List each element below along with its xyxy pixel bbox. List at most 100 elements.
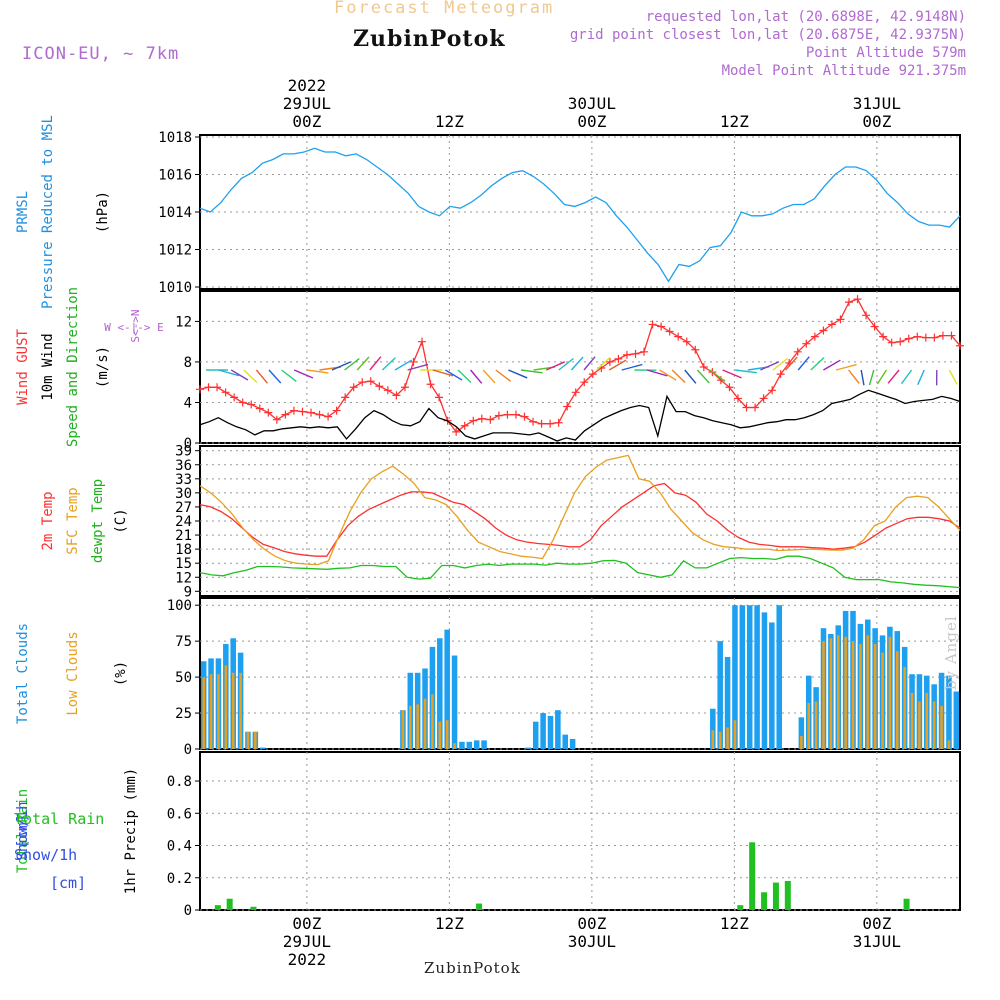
wind-arrow xyxy=(823,359,841,371)
low-cloud-bar xyxy=(836,635,840,749)
gust-marker xyxy=(264,408,273,417)
low-cloud-bar xyxy=(859,644,862,749)
top-time-label: 12Z xyxy=(720,112,749,131)
gust-marker xyxy=(529,417,538,426)
total-cloud-bar xyxy=(732,605,738,749)
low-cloud-bar xyxy=(925,692,929,749)
gust-marker xyxy=(751,403,760,412)
gust-marker xyxy=(469,416,478,425)
total-cloud-bar xyxy=(724,656,731,749)
gust-marker xyxy=(605,357,614,366)
panel-label: dewpt Temp xyxy=(90,479,106,563)
gust-marker xyxy=(930,333,939,342)
wind-arrow xyxy=(356,356,370,371)
gust-marker xyxy=(563,402,572,411)
gust-marker xyxy=(537,419,546,428)
wind-arrow xyxy=(684,369,697,384)
gust-marker xyxy=(640,347,649,356)
wind-arrow xyxy=(900,369,913,385)
wind-arrow xyxy=(495,369,512,382)
precip-legend-label: Snow/1h xyxy=(14,846,77,864)
gust-marker xyxy=(691,345,700,354)
gust-marker xyxy=(827,320,836,329)
y-tick-label: 9 xyxy=(184,584,192,600)
gust-marker xyxy=(580,378,589,387)
low-cloud-bar xyxy=(733,720,737,749)
wind-arrow xyxy=(917,369,925,386)
wind-arrow xyxy=(848,369,860,384)
gust-marker xyxy=(921,333,930,342)
total-cloud-bar xyxy=(555,710,561,749)
wind-arrow xyxy=(230,369,249,381)
gust-marker xyxy=(409,357,418,366)
gust-marker xyxy=(307,408,316,417)
wind-arrow xyxy=(860,369,865,386)
gust-marker xyxy=(452,427,461,436)
wind-arrow xyxy=(268,369,282,384)
wind-arrow xyxy=(810,357,825,371)
gust-marker xyxy=(768,386,777,395)
wind-arrow xyxy=(608,359,627,371)
low-cloud-bar xyxy=(711,730,715,749)
wind-arrow xyxy=(696,369,710,384)
wind-arrow xyxy=(797,356,810,371)
gust-marker xyxy=(255,404,264,413)
wind-arrow xyxy=(470,369,483,384)
gust-marker xyxy=(733,394,742,403)
low-cloud-bar xyxy=(829,638,833,749)
gust-marker xyxy=(341,393,350,402)
gust-marker xyxy=(896,337,905,346)
precip-bar xyxy=(903,898,910,910)
total-cloud-bar xyxy=(532,721,539,749)
gust-marker xyxy=(230,393,239,402)
gust-marker xyxy=(213,383,222,392)
low-cloud-bar xyxy=(895,651,899,749)
gust-marker xyxy=(196,385,204,394)
watermark: by Angel xyxy=(942,615,960,690)
panel-label: Speed and Direction xyxy=(65,287,81,447)
gust-marker xyxy=(904,334,913,343)
gust-marker xyxy=(614,354,623,363)
y-tick-label: 1012 xyxy=(158,243,192,259)
series-line-sfc-temp xyxy=(199,454,961,566)
wind-arrow xyxy=(948,369,958,385)
gust-marker xyxy=(682,337,691,346)
gust-marker xyxy=(554,418,563,427)
forecast-title: Forecast Meteogram xyxy=(334,0,555,18)
low-cloud-bar xyxy=(851,641,855,749)
precip-bar xyxy=(214,905,221,910)
wind-arrow xyxy=(621,363,643,371)
low-cloud-bar xyxy=(401,710,405,749)
y-tick-label: 25 xyxy=(175,706,192,722)
gust-marker xyxy=(221,388,230,397)
low-cloud-bar xyxy=(409,705,412,749)
wind-arrow xyxy=(868,369,875,386)
y-tick-label: 50 xyxy=(175,670,192,686)
gust-marker xyxy=(204,383,213,392)
gust-marker xyxy=(435,393,444,402)
wind-arrow xyxy=(785,356,798,371)
series-line-wind-gust xyxy=(199,298,961,433)
low-cloud-bar xyxy=(209,674,213,749)
total-cloud-bar xyxy=(798,717,805,749)
wind-compass-ns: S<->N xyxy=(129,309,142,342)
low-cloud-bar xyxy=(445,720,449,749)
precip-bar xyxy=(749,842,756,910)
y-axis-label: (hPa) xyxy=(95,191,111,233)
bottom-time-label: 31JUL xyxy=(853,932,901,951)
total-cloud-bar xyxy=(953,691,960,749)
gust-marker xyxy=(793,347,802,356)
y-axis-label: (m/s) xyxy=(95,346,111,388)
total-cloud-bar xyxy=(562,734,569,749)
y-axis-label: (%) xyxy=(113,661,129,686)
panel-label: 2m Temp xyxy=(40,491,56,550)
low-cloud-bar xyxy=(888,636,892,749)
wind-arrow xyxy=(735,369,757,374)
y-tick-label: 0 xyxy=(184,436,192,452)
wind-arrow xyxy=(722,369,742,379)
low-cloud-bar xyxy=(903,667,906,749)
y-tick-label: 8 xyxy=(184,355,192,371)
wind-arrow xyxy=(394,359,413,371)
low-cloud-bar xyxy=(718,731,722,749)
total-cloud-bar xyxy=(746,605,753,749)
